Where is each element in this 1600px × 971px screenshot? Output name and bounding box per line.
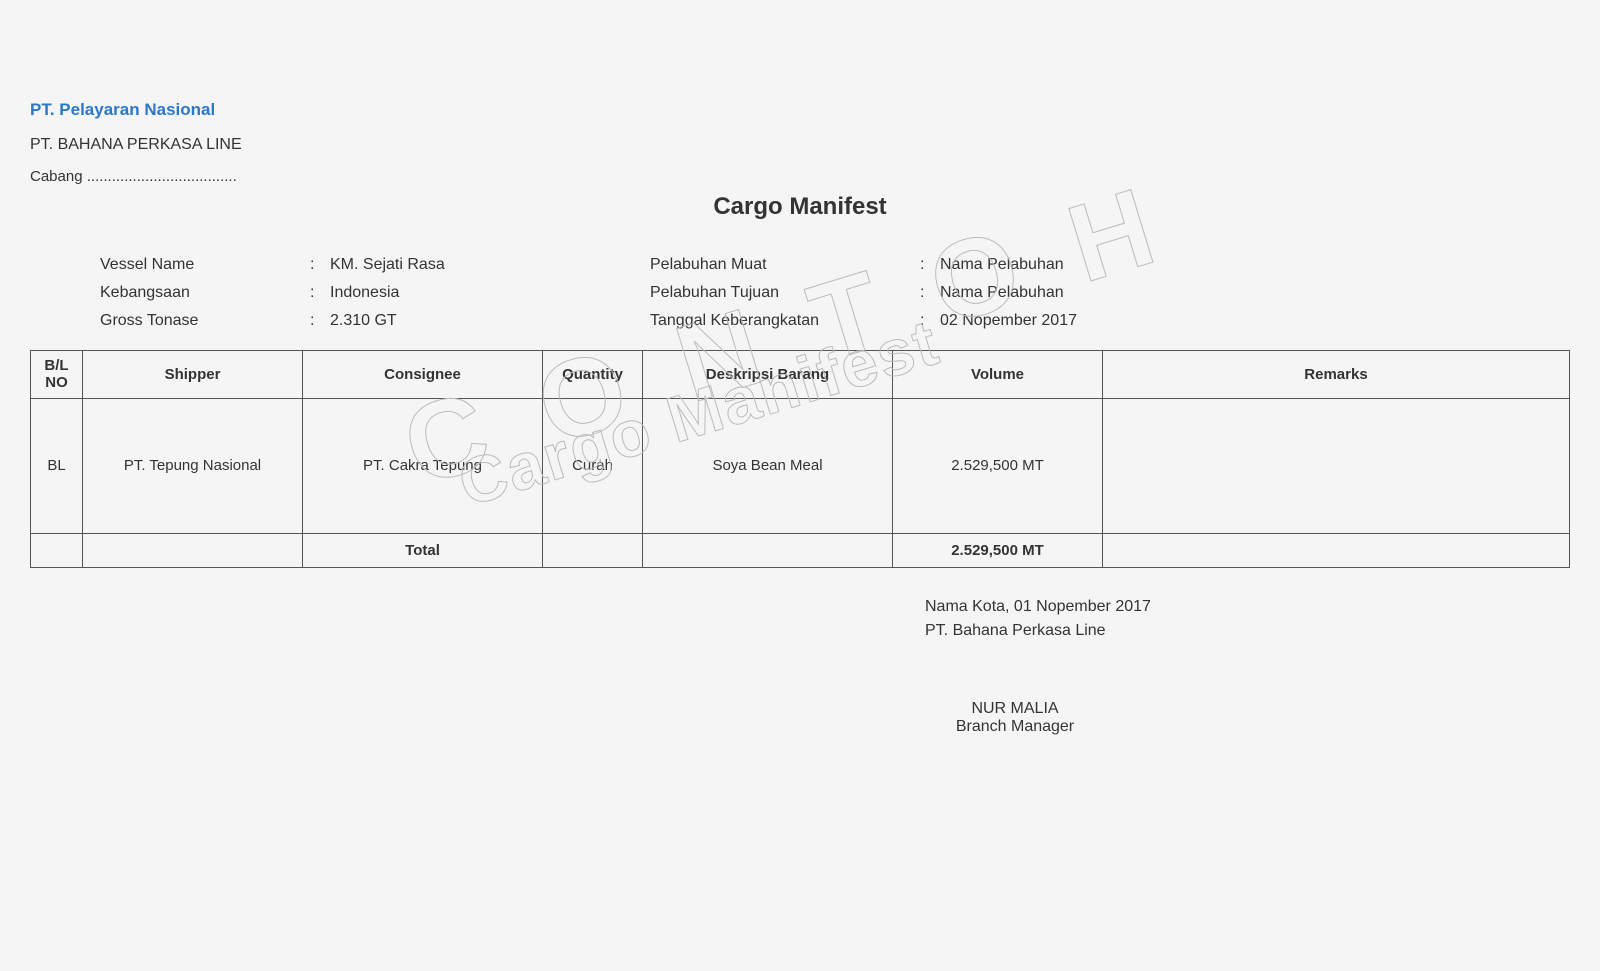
table-header-row: B/LNO Shipper Consignee Quantity Deskrip… bbox=[31, 351, 1570, 399]
cell-remarks bbox=[1103, 398, 1570, 533]
company-link[interactable]: PT. Pelayaran Nasional bbox=[30, 100, 1570, 120]
cell-quantity: Curah bbox=[543, 398, 643, 533]
meta-colon: : bbox=[920, 312, 940, 330]
table-footer-row: Total 2.529,500 MT bbox=[31, 533, 1570, 567]
meta-label: Pelabuhan Muat bbox=[650, 256, 920, 274]
company-sub: PT. BAHANA PERKASA LINE bbox=[30, 136, 1570, 154]
meta-colon: : bbox=[920, 284, 940, 302]
meta-label: Pelabuhan Tujuan bbox=[650, 284, 920, 302]
col-remarks: Remarks bbox=[1103, 351, 1570, 399]
sign-place-date: Nama Kota, 01 Nopember 2017 bbox=[925, 598, 1570, 616]
meta-label: Kebangsaan bbox=[100, 284, 310, 302]
meta-value: Nama Pelabuhan bbox=[940, 256, 1064, 274]
meta-value: 2.310 GT bbox=[330, 312, 397, 330]
meta-colon: : bbox=[920, 256, 940, 274]
signature-block: Nama Kota, 01 Nopember 2017 PT. Bahana P… bbox=[925, 598, 1570, 736]
doc-title: Cargo Manifest bbox=[30, 193, 1570, 221]
cell-bl: BL bbox=[31, 398, 83, 533]
col-bl: B/LNO bbox=[31, 351, 83, 399]
cell-shipper: PT. Tepung Nasional bbox=[83, 398, 303, 533]
meta-label: Gross Tonase bbox=[100, 312, 310, 330]
footer-total-volume: 2.529,500 MT bbox=[893, 533, 1103, 567]
meta-value: 02 Nopember 2017 bbox=[940, 312, 1077, 330]
meta-colon: : bbox=[310, 256, 330, 274]
cargo-table: B/LNO Shipper Consignee Quantity Deskrip… bbox=[30, 350, 1570, 568]
sign-company: PT. Bahana Perkasa Line bbox=[925, 622, 1570, 640]
cell-volume: 2.529,500 MT bbox=[893, 398, 1103, 533]
col-volume: Volume bbox=[893, 351, 1103, 399]
meta-label: Tanggal Keberangkatan bbox=[650, 312, 920, 330]
col-shipper: Shipper bbox=[83, 351, 303, 399]
meta-colon: : bbox=[310, 284, 330, 302]
meta-colon: : bbox=[310, 312, 330, 330]
meta-value: KM. Sejati Rasa bbox=[330, 256, 445, 274]
sign-title: Branch Manager bbox=[925, 718, 1105, 736]
meta-value: Nama Pelabuhan bbox=[940, 284, 1064, 302]
cell-consignee: PT. Cakra Tepung bbox=[303, 398, 543, 533]
branch-line: Cabang .................................… bbox=[30, 168, 1570, 185]
col-quantity: Quantity bbox=[543, 351, 643, 399]
col-consignee: Consignee bbox=[303, 351, 543, 399]
meta-block: Vessel Name : KM. Sejati Rasa Pelabuhan … bbox=[100, 256, 1570, 330]
col-desc: Deskripsi Barang bbox=[643, 351, 893, 399]
meta-label: Vessel Name bbox=[100, 256, 310, 274]
table-row: BL PT. Tepung Nasional PT. Cakra Tepung … bbox=[31, 398, 1570, 533]
cell-desc: Soya Bean Meal bbox=[643, 398, 893, 533]
sign-name: NUR MALIA bbox=[925, 700, 1105, 718]
meta-value: Indonesia bbox=[330, 284, 399, 302]
footer-total-label: Total bbox=[303, 533, 543, 567]
